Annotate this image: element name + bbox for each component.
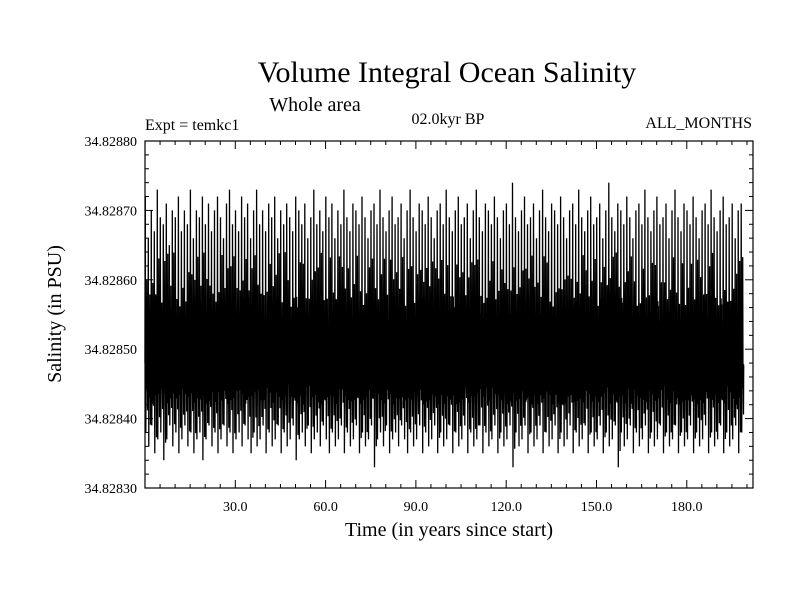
y-axis-label: Salinity (in PSU) xyxy=(44,245,66,383)
y-axis: 34.82830 34.82840 34.82850 34.82860 34.82870… xyxy=(85,135,753,497)
y-tick-label: 34.82850 xyxy=(85,343,138,358)
plot-series-group xyxy=(144,182,745,468)
chart-title: Volume Integral Ocean Salinity xyxy=(258,56,637,89)
experiment-label: Expt = temkc1 xyxy=(145,117,239,134)
x-axis: 30.0 60.0 90.0 120.0 150.0 180.0 xyxy=(159,141,748,515)
x-tick-label: 90.0 xyxy=(404,500,429,515)
y-tick-label: 34.82860 xyxy=(85,274,138,289)
x-tick-label: 30.0 xyxy=(223,500,248,515)
period-label: 02.0kyr BP xyxy=(412,111,485,128)
x-tick-label: 60.0 xyxy=(313,500,338,515)
months-label: ALL_MONTHS xyxy=(645,115,752,132)
salinity-series-line xyxy=(144,182,745,468)
y-tick-label: 34.82830 xyxy=(85,482,138,497)
x-tick-label: 120.0 xyxy=(490,500,522,515)
x-tick-label: 150.0 xyxy=(581,500,613,515)
plot-frame xyxy=(144,140,754,489)
y-tick-label: 34.82880 xyxy=(85,135,138,150)
y-tick-label: 34.82870 xyxy=(85,204,138,219)
y-tick-label: 34.82840 xyxy=(85,413,138,428)
chart-subtitle: Whole area xyxy=(269,94,361,116)
x-axis-label: Time (in years since start) xyxy=(345,519,553,541)
x-tick-label: 180.0 xyxy=(671,500,703,515)
